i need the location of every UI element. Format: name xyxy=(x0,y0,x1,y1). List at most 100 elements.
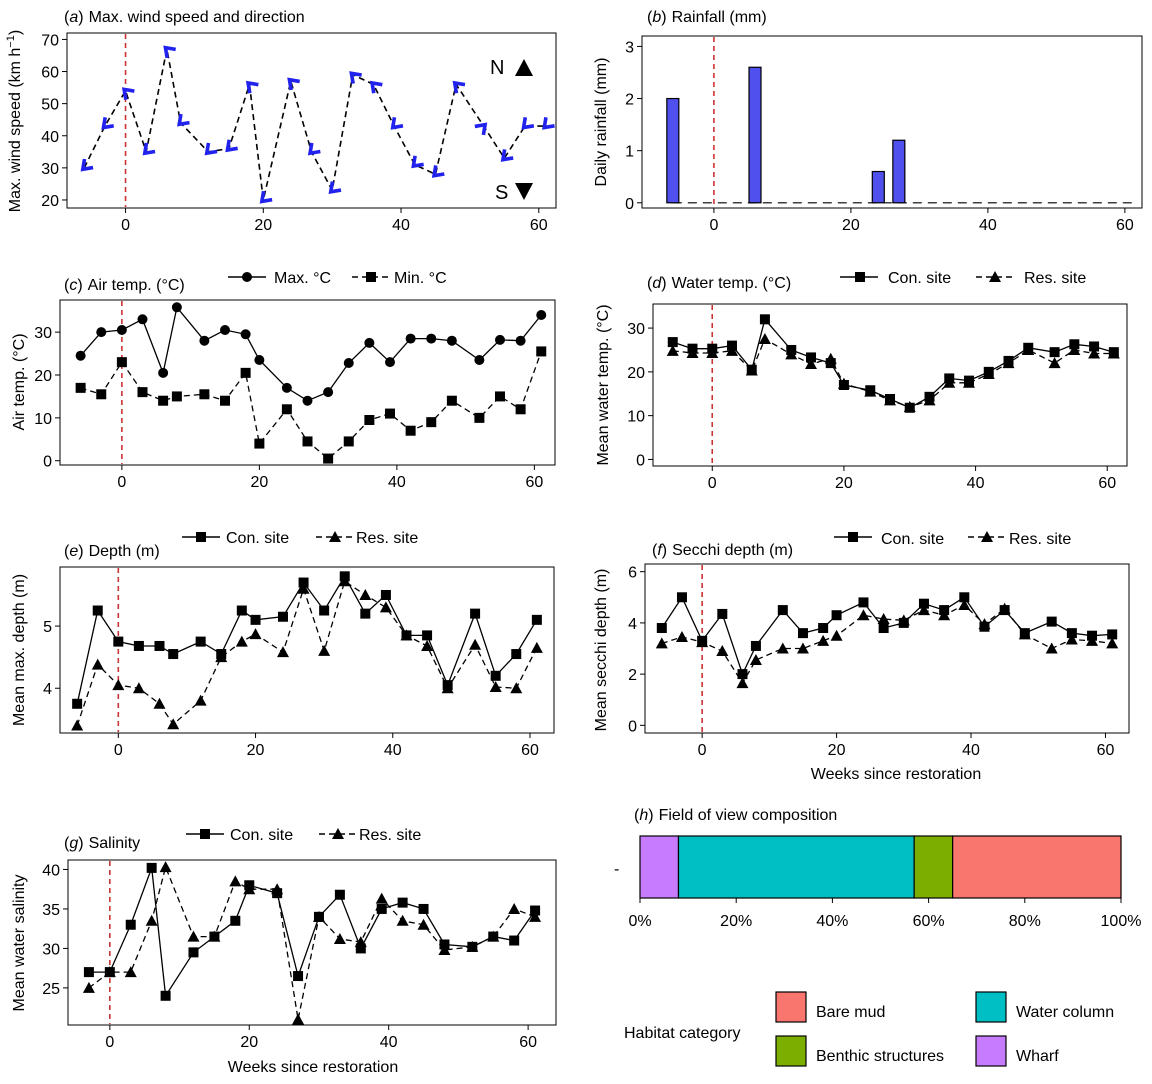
wind-direction-arrow xyxy=(287,77,300,91)
data-point xyxy=(271,883,284,895)
data-point xyxy=(397,897,408,908)
y-tick-label: 70 xyxy=(41,32,59,49)
panel-g-ylabel: Mean water salinity xyxy=(11,875,28,1012)
data-point xyxy=(235,635,248,647)
data-point xyxy=(470,608,481,619)
data-point xyxy=(737,669,748,680)
data-point xyxy=(302,436,313,447)
data-point xyxy=(877,613,890,625)
data-point xyxy=(422,630,433,641)
composition-segment xyxy=(952,835,1122,899)
x-tick-label: 40 xyxy=(384,742,402,759)
data-point xyxy=(137,314,148,325)
y-tick-label: 3 xyxy=(625,39,634,56)
wind-direction-arrow xyxy=(163,45,177,59)
data-point xyxy=(249,628,262,640)
data-point xyxy=(717,608,728,619)
wind-arrow-icon xyxy=(121,87,135,100)
legend-max-label: Max. °C xyxy=(274,270,331,287)
panel-h-legend: Habitat category Bare mud Water column Ben… xyxy=(624,991,1114,1067)
panel-a-ylabel: Max. wind speed (km h−1) xyxy=(5,30,24,212)
panel-g-plot-area xyxy=(67,859,557,1026)
data-point xyxy=(1106,637,1119,649)
y-tick-label: 0 xyxy=(43,454,52,471)
wind-arrow-icon xyxy=(542,116,555,130)
data-point xyxy=(276,646,289,658)
wind-direction-arrow xyxy=(121,87,135,100)
data-point xyxy=(1068,343,1081,355)
x-tick-label: 0 xyxy=(709,217,718,234)
series-line-0 xyxy=(88,867,536,998)
panel-e: (e) Depth (m) Mean max. depth (m) Con. si… xyxy=(11,530,555,759)
data-point xyxy=(536,310,547,320)
y-tick-label: 1 xyxy=(625,144,634,161)
data-point xyxy=(338,575,351,587)
data-point xyxy=(171,391,182,402)
legend-swatch xyxy=(975,991,1007,1023)
legend-res-label: Res. site xyxy=(359,827,421,844)
series-line-1 xyxy=(88,865,536,1020)
data-point xyxy=(515,335,526,346)
data-point xyxy=(903,400,916,412)
data-point xyxy=(1048,357,1061,369)
data-point xyxy=(530,641,543,653)
x-tick-label: 80% xyxy=(1009,913,1041,930)
data-point xyxy=(396,914,409,926)
data-point xyxy=(817,634,830,646)
y-tick-label: 0 xyxy=(636,452,645,469)
data-point xyxy=(116,325,127,335)
wind-arrow-icon xyxy=(452,80,466,94)
wind-direction-arrow xyxy=(245,80,259,94)
composition-segment xyxy=(913,835,954,899)
data-point xyxy=(776,642,789,654)
data-point xyxy=(96,389,107,400)
y-tick-label: 0 xyxy=(628,718,637,735)
y-tick-label: 0 xyxy=(625,196,634,213)
data-point xyxy=(359,588,372,600)
data-point xyxy=(716,645,729,657)
wind-arrow-icon xyxy=(204,142,218,156)
data-point xyxy=(490,670,501,681)
data-point xyxy=(1107,347,1120,359)
data-point xyxy=(292,1013,305,1025)
rainfall-bar xyxy=(892,139,906,204)
data-point xyxy=(918,598,929,609)
data-point xyxy=(82,981,95,993)
data-point xyxy=(923,394,936,406)
data-point xyxy=(334,889,345,900)
panel-d-legend: Con. site Res. site xyxy=(840,270,1086,287)
data-point xyxy=(375,892,388,904)
panel-f-title: (f) Secchi depth (m) xyxy=(652,542,793,559)
south-arrow-icon xyxy=(515,183,533,200)
data-point xyxy=(686,347,699,359)
north-label: N xyxy=(490,57,504,79)
data-point xyxy=(529,910,542,922)
panel-e-ylabel: Mean max. depth (m) xyxy=(11,574,28,726)
south-label: S xyxy=(495,182,508,204)
x-tick-label: 20 xyxy=(247,742,265,759)
data-point xyxy=(785,348,798,360)
data-point xyxy=(1045,642,1058,654)
panel-d: (d) Water temp. (°C) Mean water temp. (°C… xyxy=(595,270,1128,492)
data-point xyxy=(229,875,242,887)
data-point xyxy=(298,577,309,588)
panel-f-legend: Con. site Res. site xyxy=(834,531,1071,548)
data-point xyxy=(938,609,951,621)
data-point xyxy=(749,654,762,666)
wind-arrow-icon xyxy=(259,190,273,204)
data-point xyxy=(96,327,107,338)
legend-label: Bare mud xyxy=(816,1004,885,1021)
data-point xyxy=(323,387,334,398)
legend-con-label: Con. site xyxy=(888,270,951,287)
data-point xyxy=(489,680,502,692)
panel-g: (g) Salinity Mean water salinity Weeks si… xyxy=(11,827,557,1076)
data-point xyxy=(75,350,86,361)
data-point xyxy=(824,352,837,364)
data-point xyxy=(676,592,687,603)
y-tick-label: 4 xyxy=(628,616,637,633)
panel-g-legend: Con. site Res. site xyxy=(186,827,421,844)
data-point xyxy=(864,385,877,397)
legend-max-marker xyxy=(242,272,252,282)
x-tick-label: 60 xyxy=(1097,742,1115,759)
data-point xyxy=(495,391,505,402)
